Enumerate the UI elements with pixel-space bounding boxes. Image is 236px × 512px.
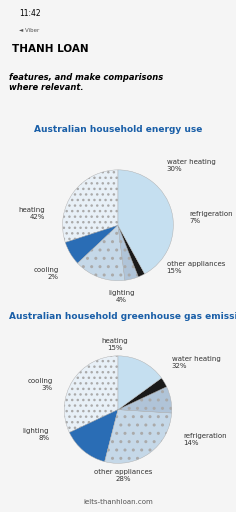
- Text: refrigeration
14%: refrigeration 14%: [184, 433, 227, 445]
- Wedge shape: [118, 225, 138, 280]
- Text: other appliances
28%: other appliances 28%: [94, 468, 152, 482]
- Wedge shape: [69, 410, 118, 462]
- Text: THANH LOAN: THANH LOAN: [12, 44, 88, 54]
- Text: other appliances
15%: other appliances 15%: [167, 261, 225, 274]
- Wedge shape: [63, 170, 118, 242]
- Text: lighting
8%: lighting 8%: [23, 428, 49, 441]
- Text: cooling
2%: cooling 2%: [33, 267, 59, 281]
- Text: cooling
3%: cooling 3%: [27, 378, 52, 391]
- Text: ◄ Viber: ◄ Viber: [19, 28, 39, 33]
- Text: heating
42%: heating 42%: [18, 207, 45, 220]
- Text: refrigeration
7%: refrigeration 7%: [189, 210, 233, 224]
- Text: heating
15%: heating 15%: [101, 337, 128, 351]
- Wedge shape: [105, 410, 172, 463]
- Wedge shape: [118, 356, 161, 410]
- Title: Australian household energy use: Australian household energy use: [34, 125, 202, 134]
- Text: 11:42: 11:42: [19, 9, 41, 18]
- Text: ielts-thanhloan.com: ielts-thanhloan.com: [83, 499, 153, 505]
- Wedge shape: [78, 225, 125, 281]
- Wedge shape: [118, 170, 173, 274]
- Text: features, and make comparisons
where relevant.: features, and make comparisons where rel…: [9, 73, 164, 92]
- Wedge shape: [118, 225, 145, 277]
- Wedge shape: [65, 225, 118, 263]
- Text: water heating
30%: water heating 30%: [167, 159, 215, 173]
- Wedge shape: [64, 356, 118, 433]
- Text: lighting
4%: lighting 4%: [108, 290, 135, 303]
- Wedge shape: [118, 378, 167, 410]
- Text: Australian household greenhouse gas emissions: Australian household greenhouse gas emis…: [9, 312, 236, 321]
- Text: water heating
32%: water heating 32%: [172, 356, 220, 369]
- Wedge shape: [118, 387, 172, 413]
